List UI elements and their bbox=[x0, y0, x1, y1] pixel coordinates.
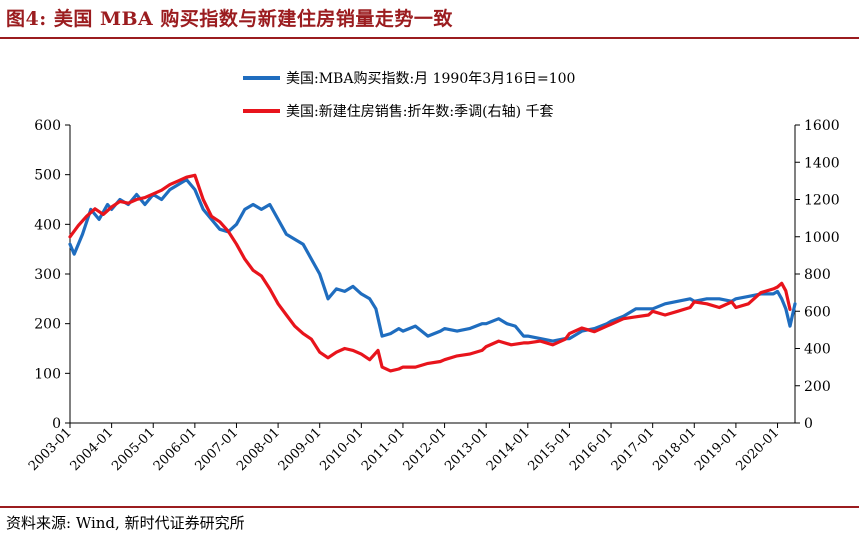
x-tick-label: 2013-01 bbox=[442, 425, 491, 474]
right-tick-label: 400 bbox=[804, 342, 831, 358]
x-tick-label: 2003-01 bbox=[26, 425, 75, 474]
x-tick-label: 2006-01 bbox=[151, 425, 200, 474]
figure-title: 图4: 美国 MBA 购买指数与新建住房销量走势一致 bbox=[6, 8, 453, 30]
left-tick-label: 600 bbox=[34, 118, 61, 134]
legend-label: 美国:新建住房销售:折年数:季调(右轴) 千套 bbox=[286, 104, 554, 120]
title-divider bbox=[0, 37, 859, 39]
left-tick-label: 300 bbox=[34, 267, 61, 283]
right-tick-label: 800 bbox=[804, 267, 831, 283]
left-tick-label: 400 bbox=[34, 217, 61, 233]
x-tick-label: 2015-01 bbox=[525, 425, 574, 474]
right-tick-label: 1600 bbox=[804, 118, 840, 134]
x-tick-label: 2005-01 bbox=[109, 425, 158, 474]
x-tick-label: 2010-01 bbox=[317, 425, 366, 474]
left-axis-ticks: 0 100 200 300 400 500 600 bbox=[34, 118, 70, 432]
source-note: 资料来源: Wind, 新时代证券研究所 bbox=[6, 514, 245, 532]
legend-label: 美国:MBA购买指数:月 1990年3月16日=100 bbox=[286, 71, 575, 87]
right-tick-label: 1200 bbox=[804, 193, 840, 209]
x-tick-label: 2008-01 bbox=[234, 425, 283, 474]
mba-index-line bbox=[68, 178, 797, 343]
left-tick-label: 100 bbox=[34, 366, 61, 382]
x-tick-label: 2004-01 bbox=[68, 425, 117, 474]
right-axis-ticks: 0 200 400 600 800 1000 1200 1400 1600 bbox=[795, 118, 840, 432]
series-lines bbox=[68, 173, 797, 373]
x-axis-ticks: 2003-012004-012005-012006-012007-012008-… bbox=[26, 423, 782, 474]
x-tick-label: 2020-01 bbox=[734, 425, 783, 474]
chart-legend: 美国:MBA购买指数:月 1990年3月16日=100 美国:新建住房销售:折年数… bbox=[243, 71, 575, 120]
right-tick-label: 1000 bbox=[804, 230, 840, 246]
x-tick-label: 2011-01 bbox=[359, 425, 408, 474]
left-tick-label: 0 bbox=[52, 416, 61, 432]
new-home-sales-line bbox=[68, 173, 792, 373]
x-tick-label: 2014-01 bbox=[484, 425, 533, 474]
x-tick-label: 2019-01 bbox=[692, 425, 741, 474]
x-tick-label: 2012-01 bbox=[401, 425, 450, 474]
right-tick-label: 1400 bbox=[804, 155, 840, 171]
x-tick-label: 2009-01 bbox=[276, 425, 325, 474]
footer-divider bbox=[0, 506, 859, 508]
right-tick-label: 200 bbox=[804, 379, 831, 395]
x-tick-label: 2007-01 bbox=[192, 425, 241, 474]
left-tick-label: 500 bbox=[34, 168, 61, 184]
x-tick-label: 2018-01 bbox=[650, 425, 699, 474]
x-tick-label: 2016-01 bbox=[567, 425, 616, 474]
right-tick-label: 600 bbox=[804, 304, 831, 320]
left-tick-label: 200 bbox=[34, 317, 61, 333]
chart-axes bbox=[69, 125, 796, 424]
x-tick-label: 2017-01 bbox=[609, 425, 658, 474]
line-chart: 0 100 200 300 400 500 600 0 200 400 600 800 1000 120… bbox=[26, 71, 840, 474]
right-tick-label: 0 bbox=[804, 416, 813, 432]
